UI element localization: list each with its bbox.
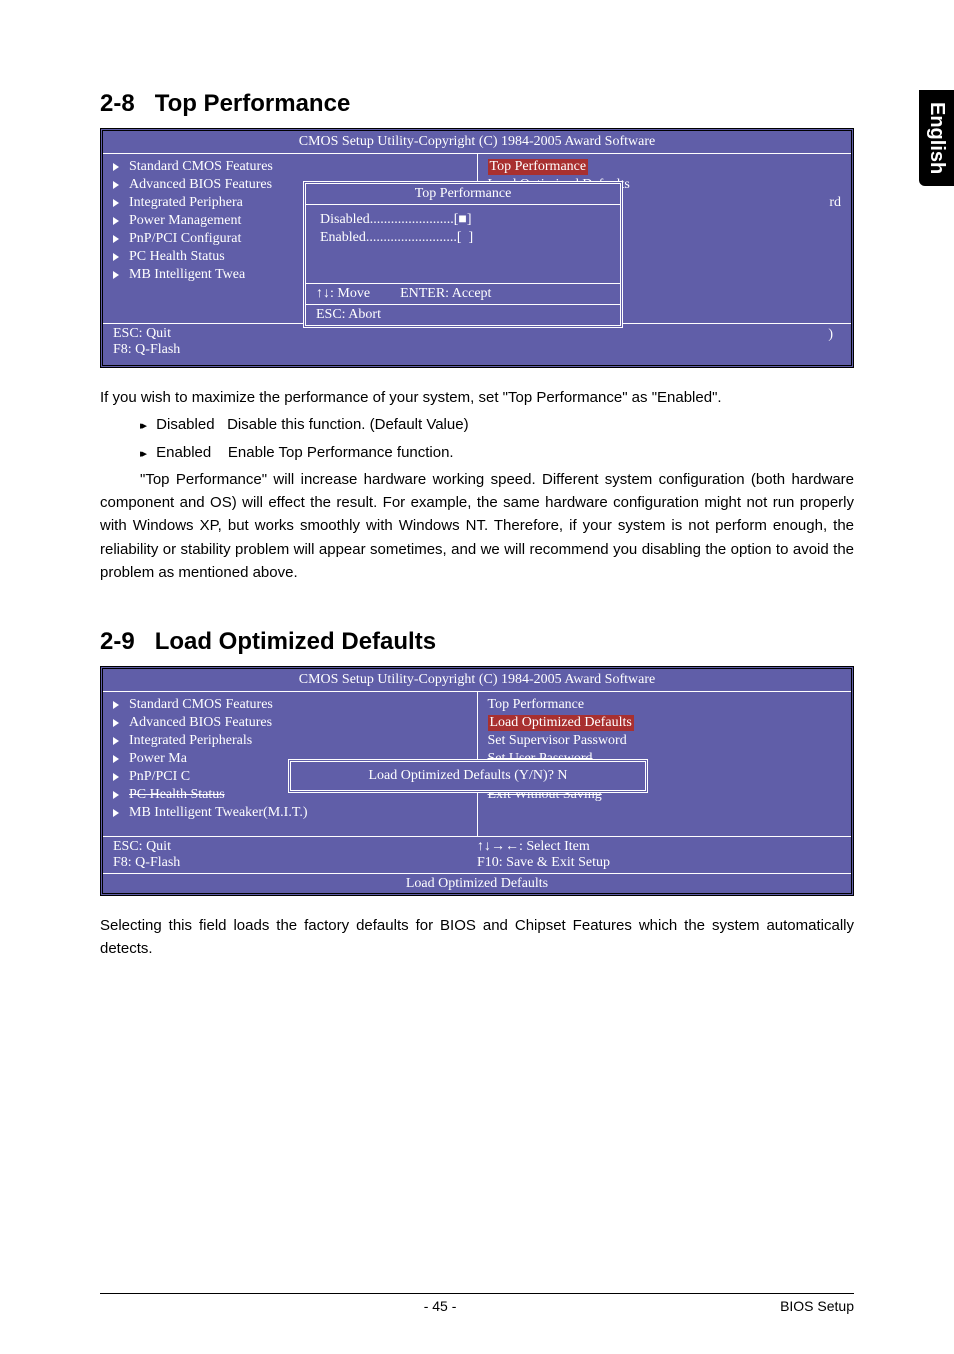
triangle-icon: [113, 755, 119, 763]
menu-label: MB Intelligent Twea: [129, 267, 245, 283]
menu-label: Top Performance: [488, 159, 589, 175]
load-defaults-prompt[interactable]: Load Optimized Defaults (Y/N)? N: [288, 759, 648, 793]
menu-item[interactable]: Integrated Peripherals: [113, 732, 467, 750]
triangle-icon: [113, 791, 119, 799]
triangle-icon: [113, 253, 119, 261]
bullet-label: Disabled: [156, 416, 214, 433]
paragraph: "Top Performance" will increase hardware…: [100, 468, 854, 584]
footer-label: BIOS Setup: [780, 1298, 854, 1314]
menu-label: Top Performance: [488, 697, 585, 713]
menu-label: PC Health Status: [129, 787, 225, 803]
triangle-icon: [113, 235, 119, 243]
menu-item[interactable]: Advanced BIOS Features: [113, 714, 467, 732]
menu-item[interactable]: Standard CMOS Features: [113, 696, 467, 714]
hint-esc-abort: ESC: Abort: [316, 307, 381, 323]
popup-option-disabled[interactable]: Disabled........................[■]: [320, 211, 606, 229]
menu-label: PnP/PCI C: [129, 769, 190, 785]
paragraph: Selecting this field loads the factory d…: [100, 914, 854, 961]
menu-label: Set Supervisor Password: [488, 733, 627, 749]
menu-label: PC Health Status: [129, 249, 225, 265]
bios-title: CMOS Setup Utility-Copyright (C) 1984-20…: [103, 669, 851, 691]
triangle-icon: [113, 773, 119, 781]
menu-label: Advanced BIOS Features: [129, 715, 272, 731]
hint-move: ↑↓: Move: [316, 286, 370, 302]
hint-esc: ESC: Quit: [113, 326, 477, 342]
popup-title: Top Performance: [306, 184, 620, 205]
menu-label: Integrated Peripherals: [129, 733, 252, 749]
bullet-enabled: Enabled Enable Top Performance function.: [100, 441, 854, 464]
menu-label: Power Management: [129, 213, 241, 229]
paragraph: If you wish to maximize the performance …: [100, 386, 854, 409]
bios-screen-2: CMOS Setup Utility-Copyright (C) 1984-20…: [100, 666, 854, 896]
bios-screen-1: CMOS Setup Utility-Copyright (C) 1984-20…: [100, 128, 854, 368]
triangle-icon: [113, 181, 119, 189]
hint-f8: F8: Q-Flash: [113, 855, 477, 871]
double-triangle-icon: [140, 441, 152, 464]
bios-footer: ESC: Quit F8: Q-Flash ↑↓→←: Select Item …: [103, 836, 851, 873]
menu-item[interactable]: Top Performance: [488, 158, 842, 176]
top-performance-popup: Top Performance Disabled................…: [303, 181, 623, 328]
bios-title: CMOS Setup Utility-Copyright (C) 1984-20…: [103, 131, 851, 153]
bios-help-bar: Load Optimized Defaults: [103, 873, 851, 894]
page-footer: - 45 - BIOS Setup: [100, 1293, 854, 1314]
menu-item[interactable]: Load Optimized Defaults: [488, 714, 842, 732]
menu-label: Power Ma: [129, 751, 187, 767]
popup-option-enabled[interactable]: Enabled..........................[ ]: [320, 229, 606, 247]
triangle-icon: [113, 199, 119, 207]
menu-label: PnP/PCI Configurat: [129, 231, 241, 247]
bullet-desc: Disable this function. (Default Value): [227, 416, 469, 433]
menu-label: Standard CMOS Features: [129, 697, 273, 713]
bullet-label: Enabled: [156, 444, 211, 461]
hint-f8: F8: Q-Flash: [113, 342, 477, 358]
hint-esc: ESC: Quit: [113, 839, 477, 855]
triangle-icon: [113, 737, 119, 745]
section-title: Load Optimized Defaults: [155, 628, 436, 655]
triangle-icon: [113, 271, 119, 279]
hint-f10: F10: Save & Exit Setup: [477, 855, 841, 871]
menu-label: Advanced BIOS Features: [129, 177, 272, 193]
menu-item[interactable]: Standard CMOS Features: [113, 158, 467, 176]
section-2-9-heading: 2-9 Load Optimized Defaults: [100, 628, 854, 656]
triangle-icon: [113, 163, 119, 171]
bios-footer: ESC: Quit F8: Q-Flash: [103, 323, 851, 360]
text-fragment: rd: [829, 195, 841, 211]
hint-enter: ENTER: Accept: [400, 286, 491, 302]
bullet-disabled: Disabled Disable this function. (Default…: [100, 413, 854, 436]
menu-label: MB Intelligent Tweaker(M.I.T.): [129, 805, 308, 821]
menu-label: Load Optimized Defaults: [488, 715, 634, 731]
menu-item[interactable]: Top Performance: [488, 696, 842, 714]
section-number: 2-9: [100, 628, 135, 655]
menu-item[interactable]: Set Supervisor Password: [488, 732, 842, 750]
menu-label: Standard CMOS Features: [129, 159, 273, 175]
hint-select: ↑↓→←: Select Item: [477, 839, 841, 855]
section-2-8-heading: 2-8 Top Performance: [100, 90, 854, 118]
menu-label: Integrated Periphera: [129, 195, 243, 211]
double-triangle-icon: [140, 413, 152, 436]
triangle-icon: [113, 719, 119, 727]
language-tab: English: [919, 90, 954, 186]
menu-item[interactable]: MB Intelligent Tweaker(M.I.T.): [113, 804, 467, 822]
triangle-icon: [113, 701, 119, 709]
bullet-desc: Enable Top Performance function.: [228, 444, 454, 461]
section-number: 2-8: [100, 90, 135, 117]
text-fragment: ): [828, 327, 833, 343]
triangle-icon: [113, 809, 119, 817]
section-title: Top Performance: [155, 90, 351, 117]
page-number: - 45 -: [424, 1298, 457, 1314]
triangle-icon: [113, 217, 119, 225]
prompt-text: Load Optimized Defaults (Y/N)? N: [368, 768, 567, 783]
